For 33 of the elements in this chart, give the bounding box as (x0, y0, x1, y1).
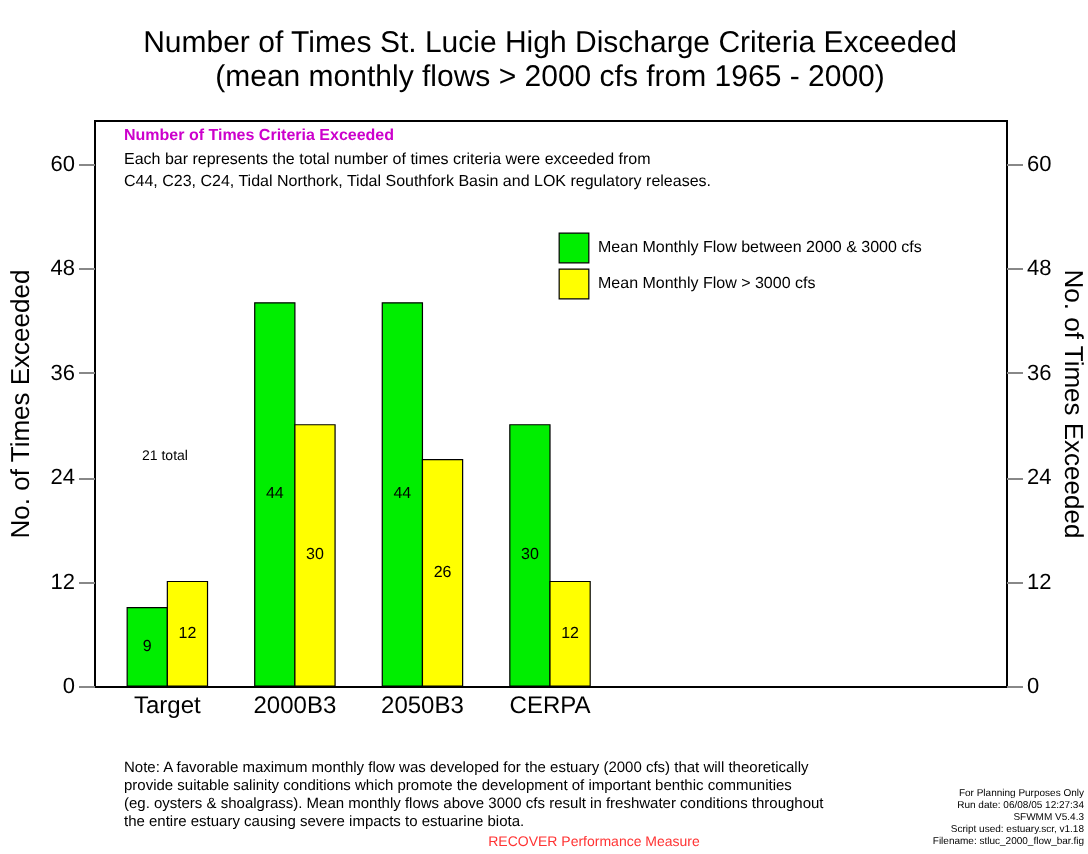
y2-tick-label: 60 (1027, 152, 1052, 177)
y-tick-label: 36 (50, 361, 75, 386)
data-label: 9 (142, 636, 153, 655)
y2-tick-label: 36 (1027, 361, 1052, 386)
x-tick-label: 2050B3 (381, 691, 465, 719)
y2-tick-label: 0 (1027, 675, 1040, 699)
x-tick-label: 2000B3 (253, 691, 337, 719)
y-tick-label: 12 (50, 570, 75, 595)
y-tick-label: 0 (62, 675, 75, 699)
annotation: Number of Times Criteria Exceeded (124, 126, 395, 144)
chart-title: Number of Times St. Lucie High Discharge Criteria Exceeded (143, 26, 957, 60)
y2-axis-title: No. of Times Exceeded (1059, 269, 1088, 539)
y-tick-label: 48 (50, 257, 75, 282)
data-label: 12 (561, 623, 581, 642)
y-axis-title: No. of Times Exceeded (4, 269, 35, 539)
y2-tick-label: 12 (1027, 570, 1052, 595)
legend-label: Mean Monthly Flow > 3000 cfs (598, 274, 816, 292)
legend-label: Mean Monthly Flow between 2000 & 3000 cfs (598, 238, 922, 256)
x-tick-label: CERPA (509, 691, 591, 719)
annotation: C44, C23, C24, Tidal Northork, Tidal Southfork Basin and LOK regulatory releases. (124, 172, 711, 190)
y2-tick-label: 24 (1027, 466, 1052, 491)
chart-subtitle: (mean monthly flows > 2000 cfs from 1965 - 2000) (215, 60, 885, 94)
y-tick-label: 60 (50, 152, 75, 177)
data-label: 30 (521, 545, 540, 564)
data-label: 12 (178, 623, 198, 642)
data-label: 30 (306, 545, 325, 564)
data-label: 44 (265, 484, 285, 503)
y-tick-label: 24 (50, 466, 75, 491)
data-label: 44 (393, 484, 413, 503)
y2-tick-label: 48 (1027, 257, 1052, 282)
data-label: 26 (433, 562, 453, 581)
x-tick-label: Target (133, 691, 203, 719)
annotation: Each bar represents the total number of times criteria were exceeded from (124, 150, 652, 168)
